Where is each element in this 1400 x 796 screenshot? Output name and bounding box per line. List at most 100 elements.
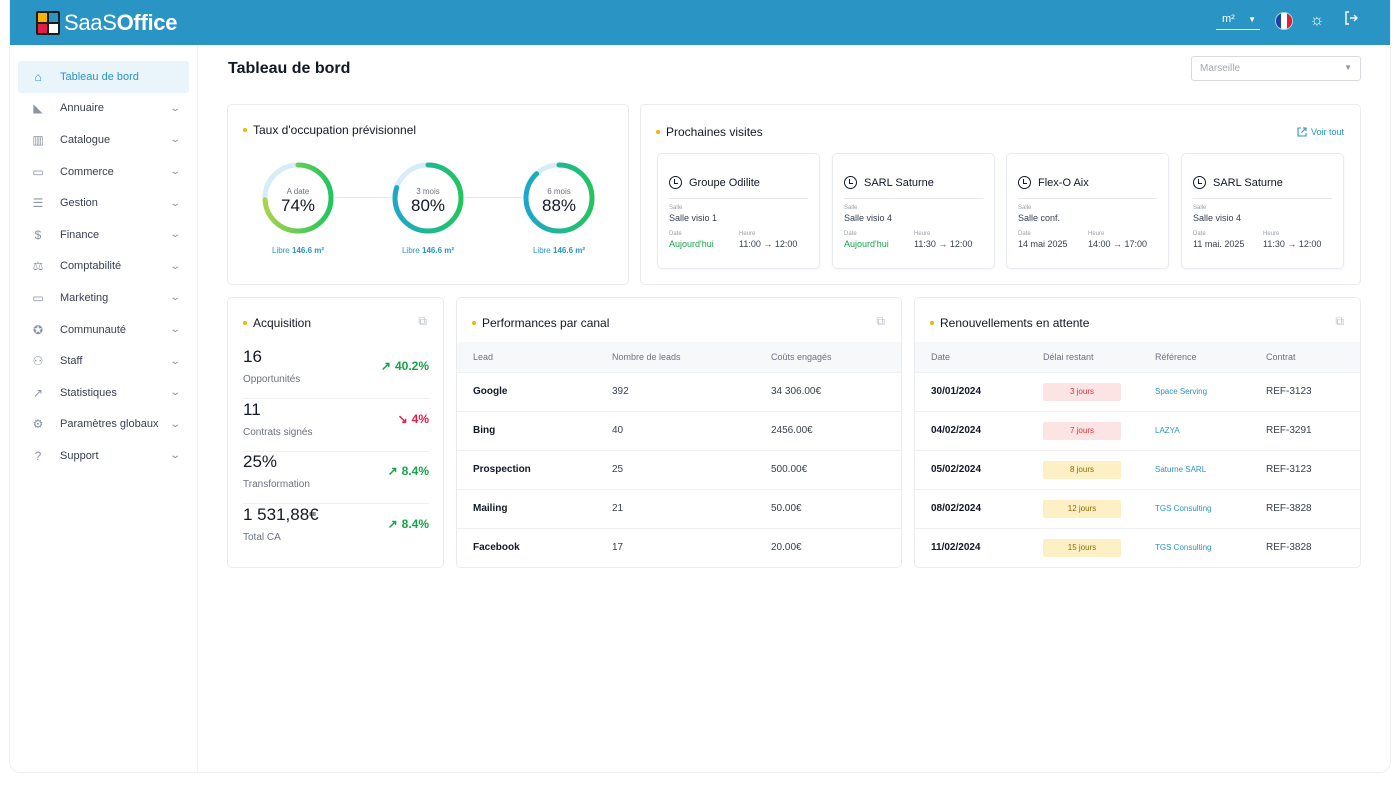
lead-count: 25 — [612, 464, 624, 475]
time-value: 11:30 → 12:00 — [914, 239, 973, 249]
gauge-connector — [465, 197, 522, 198]
visit-company: Flex-O Aix — [1038, 176, 1089, 189]
table-row[interactable]: Prospection 25 500.00€ — [457, 450, 901, 489]
table-row[interactable]: 04/02/2024 7 jours LAZYA REF-3291 — [915, 411, 1360, 450]
visit-card[interactable]: Groupe Odilite Salle Salle visio 1 Date Aujo… — [657, 153, 820, 269]
gauge-connector — [335, 197, 391, 198]
visit-card[interactable]: SARL Saturne Salle Salle visio 4 Date Aujour… — [832, 153, 995, 269]
time-label: Heure — [1088, 231, 1105, 237]
french-flag-icon[interactable] — [1276, 12, 1292, 29]
delay-badge: 3 jours — [1043, 383, 1121, 401]
free-prefix: Libre — [271, 246, 290, 255]
chevron-down-icon: ⌄ — [168, 102, 181, 114]
logout-icon[interactable] — [1342, 10, 1360, 31]
free-value: 146.6 m² — [422, 246, 455, 255]
table-row[interactable]: Facebook 17 20.00€ — [457, 528, 901, 567]
table-row[interactable]: Google 392 34 306.00€ — [457, 372, 901, 411]
client-link[interactable]: Space Serving — [1155, 387, 1208, 396]
table-row[interactable]: 11/02/2024 15 jours TGS Consulting REF-3828 — [915, 528, 1360, 567]
acquisition-trend: ↗ 8.4% — [388, 517, 429, 531]
book-icon: ◣ — [33, 101, 43, 116]
gauge-fill — [262, 162, 334, 234]
divider — [1018, 198, 1157, 199]
external-link-icon — [1297, 127, 1307, 137]
visit-company: SARL Saturne — [864, 176, 934, 189]
external-link-icon[interactable]: ⧉ — [876, 314, 885, 328]
acquisition-label: Opportunités — [243, 374, 301, 385]
free-space-label: Libre 146.6 m² — [504, 246, 614, 255]
gauge-value: 88% — [541, 196, 577, 215]
sidebar-item-label: Comptabilité — [60, 260, 122, 273]
external-link-icon[interactable]: ⧉ — [1335, 314, 1344, 328]
catalog-icon: ▥ — [32, 132, 44, 147]
sidebar-item-12[interactable]: ? Support ⌄ — [18, 440, 189, 472]
column-header[interactable]: Référence — [1155, 352, 1197, 362]
sidebar: ⌂ Tableau de bord ◣ Annuaire ⌄ ▥ Catalogue ⌄ ▭ Co… — [10, 45, 198, 772]
time-label: Heure — [1263, 231, 1280, 237]
column-header[interactable]: Coûts engagés — [771, 352, 832, 362]
client-link[interactable]: TGS Consulting — [1155, 504, 1212, 513]
see-all-link[interactable]: Voir tout — [1297, 127, 1344, 137]
table-row[interactable]: 05/02/2024 8 jours Saturne SARL REF-3123 — [915, 450, 1360, 489]
visit-card[interactable]: Flex-O Aix Salle Salle conf. Date 14 mai 202… — [1006, 153, 1169, 269]
table-row[interactable]: Bing 40 2456.00€ — [457, 411, 901, 450]
clock-icon — [1018, 176, 1031, 189]
gauge-label: 3 mois — [416, 187, 440, 196]
column-header[interactable]: Délai restant — [1043, 352, 1094, 362]
chevron-down-icon: ⌄ — [168, 450, 181, 462]
date-label: Date — [669, 231, 682, 237]
acquisition-label: Total CA — [243, 531, 281, 543]
top-bar: SaaSOffice m² ▼ ☼ — [10, 0, 1390, 45]
acquisition-row: 1 531,88€ Total CA ↗ 8.4% — [243, 505, 429, 557]
gauge-ring — [262, 162, 334, 234]
column-header[interactable]: Nombre de leads — [612, 352, 681, 362]
sidebar-item-10[interactable]: ↗ Statistiques ⌄ — [18, 377, 189, 409]
external-link-icon[interactable]: ⧉ — [418, 314, 427, 328]
sidebar-item-4[interactable]: ☰ Gestion ⌄ — [18, 187, 189, 219]
contract-ref: REF-3828 — [1266, 503, 1312, 514]
sidebar-item-0[interactable]: ⌂ Tableau de bord — [18, 61, 189, 93]
free-prefix: Libre — [401, 246, 420, 255]
client-link[interactable]: Saturne SARL — [1155, 465, 1207, 474]
sidebar-item-7[interactable]: ▭ Marketing ⌄ — [18, 282, 189, 314]
sidebar-item-8[interactable]: ✪ Communauté ⌄ — [18, 314, 189, 346]
unit-select[interactable]: m² ▼ — [1216, 11, 1260, 30]
date-value: Aujourd'hui — [669, 239, 714, 249]
sidebar-item-3[interactable]: ▭ Commerce ⌄ — [18, 156, 189, 188]
trend-percent: 4% — [411, 411, 429, 426]
trend-up-icon: ↗ — [380, 359, 391, 373]
sidebar-item-label: Marketing — [60, 291, 109, 304]
sidebar-item-11[interactable]: ⚙ Paramètres globaux ⌄ — [18, 409, 189, 441]
sidebar-item-label: Support — [60, 449, 99, 462]
table-row[interactable]: 08/02/2024 12 jours TGS Consulting REF-3828 — [915, 489, 1360, 528]
chart-icon: ↗ — [32, 385, 44, 400]
column-header[interactable]: Lead — [473, 352, 494, 362]
sidebar-item-label: Staff — [60, 355, 83, 368]
acquisition-value: 25% — [243, 452, 278, 471]
sidebar-item-6[interactable]: ⚖ Comptabilité ⌄ — [18, 251, 189, 283]
column-header[interactable]: Contrat — [1266, 352, 1296, 362]
visit-card[interactable]: SARL Saturne Salle Salle visio 4 Date 11 mai… — [1181, 153, 1344, 269]
occupancy-gauge: 6 mois 88% — [522, 161, 596, 235]
city-select[interactable]: Marseille ▼ — [1191, 56, 1361, 81]
sidebar-item-2[interactable]: ▥ Catalogue ⌄ — [18, 124, 189, 156]
city-select-value: Marseille — [1200, 63, 1241, 74]
table-header: Date Délai restant Référence Contrat — [915, 342, 1360, 372]
chevron-down-icon: ⌄ — [168, 355, 181, 367]
logo[interactable]: SaaSOffice — [36, 10, 177, 36]
table-row[interactable]: 30/01/2024 3 jours Space Serving REF-3123 — [915, 372, 1360, 411]
sidebar-item-5[interactable]: $ Finance ⌄ — [18, 219, 189, 251]
acquisition-title: Acquisition — [243, 316, 311, 330]
sidebar-item-1[interactable]: ◣ Annuaire ⌄ — [18, 93, 189, 125]
visit-header: Groupe Odilite — [669, 176, 760, 189]
free-space-label: Libre 146.6 m² — [373, 246, 483, 255]
gauge-ring — [523, 162, 595, 234]
client-link[interactable]: LAZYA — [1155, 426, 1180, 435]
column-header[interactable]: Date — [931, 352, 951, 362]
table-row[interactable]: Mailing 21 50.00€ — [457, 489, 901, 528]
client-link[interactable]: TGS Consulting — [1155, 543, 1212, 552]
gear-icon: ⚙ — [32, 417, 44, 432]
sidebar-item-9[interactable]: ⚇ Staff ⌄ — [18, 345, 189, 377]
salle-value: Salle visio 4 — [844, 213, 893, 223]
sun-icon[interactable]: ☼ — [1309, 11, 1325, 29]
